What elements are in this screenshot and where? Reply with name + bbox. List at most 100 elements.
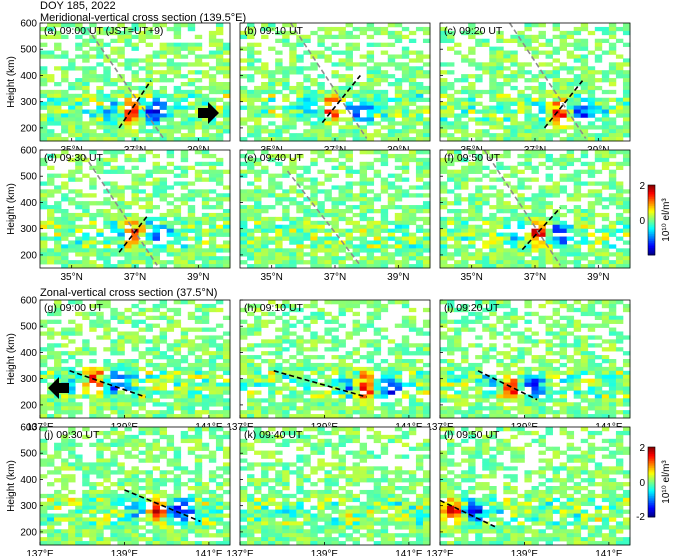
heatmap-cell [454,220,462,226]
heatmap-cell [254,343,262,348]
heatmap-cell [352,351,360,356]
heatmap-cell [254,370,262,376]
heatmap-cell [573,169,582,174]
heatmap-cell [359,228,368,233]
heatmap-cell [117,394,125,399]
heatmap-cell [117,201,125,206]
heatmap-cell [180,201,189,206]
heatmap-cell [247,30,255,36]
heatmap-cell [310,315,318,321]
heatmap-cell [194,216,203,222]
heatmap-cell [110,109,118,114]
heatmap-cell [275,201,283,206]
heatmap-cell [215,414,224,419]
heatmap-cell [496,50,504,55]
heatmap-cell [75,113,83,118]
heatmap-cell [566,386,575,391]
heatmap-cell [531,366,539,372]
heatmap-cell [103,256,111,261]
heatmap-cell [82,89,90,95]
heatmap-cell [222,240,231,245]
heatmap-cell [415,173,424,178]
heatmap-cell [496,85,504,91]
heatmap-cell [159,355,168,360]
heatmap-cell [75,66,83,71]
heatmap-cell [68,390,76,395]
heatmap-cell [138,378,146,383]
heatmap-cell [303,117,311,122]
heatmap-cell [310,303,318,309]
heatmap-cell [152,216,160,222]
heatmap-cell [289,105,297,110]
heatmap-cell [75,109,83,114]
heatmap-cell [524,161,532,167]
heatmap-cell [61,74,69,79]
heatmap-cell [166,78,175,83]
heatmap-cell [559,339,568,344]
heatmap-cell [324,197,332,202]
heatmap-cell [310,125,318,130]
heatmap-cell [587,133,596,138]
heatmap-cell [366,260,375,265]
heatmap-cell [345,165,353,171]
heatmap-cell [82,66,90,71]
heatmap-cell [208,54,217,59]
heatmap-cell [422,343,431,348]
heatmap-cell [54,370,62,376]
heatmap-cell [96,374,104,380]
heatmap-cell [559,355,568,360]
heatmap-cell [240,97,248,103]
heatmap-cell [208,161,217,167]
heatmap-cell [82,311,90,317]
heatmap-cell [247,323,255,328]
heatmap-cell [489,117,497,122]
heatmap-cell [103,30,111,36]
heatmap-cell [289,109,297,114]
heatmap-cell [415,216,424,222]
heatmap-cell [387,410,396,415]
heatmap-cell [187,50,196,55]
heatmap-cell [68,121,76,126]
heatmap-cell [601,264,610,269]
heatmap-cell [215,232,224,237]
heatmap-cell [215,402,224,407]
heatmap-cell [215,30,224,36]
heatmap-cell [47,331,55,336]
heatmap-cell [587,386,596,391]
heatmap-cell [422,351,431,356]
heatmap-cell [415,378,424,383]
heatmap-cell [468,386,476,391]
heatmap-cell [68,66,76,71]
heatmap-cell [324,177,332,182]
heatmap-cell [117,406,125,411]
heatmap-cell [580,97,589,103]
heatmap-cell [401,129,410,134]
heatmap-cell [601,315,610,321]
heatmap-cell [587,300,596,305]
heatmap-cell [289,398,297,403]
heatmap-cell [461,58,469,63]
heatmap-cell [208,66,217,71]
heatmap-cell [96,78,104,83]
heatmap-cell [517,193,525,198]
heatmap-cell [496,240,504,245]
heatmap-cell [366,402,375,407]
heatmap-cell [254,410,262,415]
heatmap-cell [359,374,368,380]
heatmap-cell [296,228,304,233]
heatmap-cell [152,355,160,360]
heatmap-cell [303,121,311,126]
heatmap-cell [282,232,290,237]
heatmap-cell [545,410,553,415]
heatmap-cell [366,137,375,142]
heatmap-cell [461,244,469,249]
heatmap-cell [61,101,69,106]
heatmap-cell [475,236,483,241]
heatmap-cell [40,359,48,364]
heatmap-cell [422,133,431,138]
heatmap-cell [187,216,196,222]
heatmap-cell [131,398,139,403]
heatmap-cell [366,216,375,222]
heatmap-cell [75,347,83,352]
heatmap-cell [166,109,175,114]
